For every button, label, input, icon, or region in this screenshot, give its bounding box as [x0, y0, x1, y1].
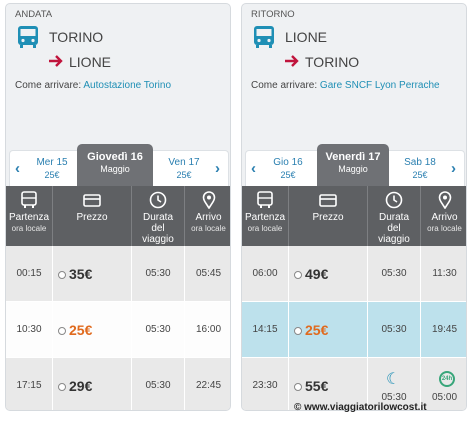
directions-link[interactable]: Autostazione Torino [83, 80, 172, 91]
bus-icon [18, 26, 38, 48]
col-duration: Durata del viaggio [368, 186, 421, 246]
clock-icon [385, 191, 403, 209]
date-selector: ‹ Mer 15 25€ Giovedì 16 Maggio Ven 17 25€ › [6, 144, 230, 186]
col-duration: Durata del viaggio [132, 186, 185, 246]
arrival-time: 19:45 [431, 324, 458, 335]
duration: 05:30 [368, 302, 421, 358]
table-row[interactable]: 17:15 29€ 05:30 22:45 [6, 358, 230, 410]
destination-city: LIONE [69, 54, 112, 70]
date-tab-next[interactable]: Ven 17 25€ [168, 157, 200, 180]
location-pin-icon [202, 191, 215, 209]
bus-icon [254, 26, 274, 48]
radio-button[interactable] [294, 383, 302, 391]
location-pin-icon [438, 191, 451, 209]
arrow-right-icon [285, 55, 299, 67]
moon-icon: ☾ [386, 371, 401, 388]
fare-option[interactable]: 49€ [289, 246, 368, 302]
chevron-left-icon[interactable]: ‹ [251, 160, 256, 177]
table-header: Partenza ora locale Prezzo Durata del viagg… [6, 186, 230, 246]
arrival-time: 24h 05:00 [421, 358, 466, 410]
duration: 05:30 [368, 246, 421, 302]
24h-icon: 24h [439, 371, 455, 387]
departure-time: 23:30 [242, 358, 289, 410]
fare-option[interactable]: 35€ [53, 246, 132, 302]
date-tab-prev[interactable]: Mer 15 25€ [36, 157, 68, 180]
watermark: © www.viaggiatorilowcost.it [294, 402, 427, 413]
fare-option[interactable]: 25€ [289, 302, 368, 358]
date-tab-prev[interactable]: Gio 16 25€ [273, 157, 303, 180]
panel-title: ANDATA [15, 9, 53, 20]
fare-option[interactable]: 25€ [53, 302, 132, 358]
table-row[interactable]: 00:15 35€ 05:30 05:45 [6, 246, 230, 302]
arrival-time: 16:00 [195, 324, 222, 335]
origin-city: LIONE [285, 29, 328, 45]
arrow-right-icon [49, 55, 63, 67]
duration: ☾ 05:30 [368, 358, 421, 410]
col-departure: Partenza ora locale [242, 186, 289, 246]
duration: 05:30 [132, 302, 185, 358]
credit-card-icon [319, 194, 337, 207]
departure-time: 00:15 [6, 246, 53, 302]
radio-button[interactable] [294, 327, 302, 335]
return-panel: RITORNO LIONE TORINO Come arrivare: Gare… [241, 3, 467, 411]
fare-option[interactable]: 55€ [289, 358, 368, 410]
col-price: Prezzo [289, 186, 368, 246]
date-tab-selected[interactable]: Venerdì 17 Maggio [317, 144, 389, 186]
table-row-selected[interactable]: 14:15 25€ 05:30 19:45 [242, 302, 466, 358]
panel-title: RITORNO [251, 9, 295, 20]
col-arrival: Arrivo ora locale [185, 186, 230, 246]
arrival-time: 05:45 [195, 268, 222, 279]
table-row[interactable]: 06:00 49€ 05:30 11:30 [242, 246, 466, 302]
radio-button[interactable] [294, 271, 302, 279]
bus-icon [257, 191, 273, 208]
chevron-right-icon[interactable]: › [451, 160, 456, 177]
clock-icon [149, 191, 167, 209]
radio-button[interactable] [58, 327, 66, 335]
date-tab-selected[interactable]: Giovedì 16 Maggio [77, 144, 153, 186]
departure-time: 14:15 [242, 302, 289, 358]
destination-city: TORINO [305, 54, 360, 70]
duration: 05:30 [132, 358, 185, 410]
departure-time: 17:15 [6, 358, 53, 410]
table-row[interactable]: 10:30 25€ 05:30 16:00 [6, 302, 230, 358]
duration: 05:30 [132, 246, 185, 302]
date-selector: ‹ Gio 16 25€ Venerdì 17 Maggio Sab 18 25€ › [242, 144, 466, 186]
directions: Come arrivare: Gare SNCF Lyon Perrache [251, 80, 440, 91]
radio-button[interactable] [58, 383, 66, 391]
origin-city: TORINO [49, 29, 104, 45]
arrival-time: 22:45 [195, 380, 222, 391]
outbound-panel: ANDATA TORINO LIONE Come arrivare: Autos… [5, 3, 231, 411]
table-header: Partenza ora locale Prezzo Durata del viagg… [242, 186, 466, 246]
bus-icon [21, 191, 37, 208]
chevron-left-icon[interactable]: ‹ [15, 160, 20, 177]
table-row[interactable]: 23:30 55€ ☾ 05:30 24h 05:00 [242, 358, 466, 410]
directions: Come arrivare: Autostazione Torino [15, 80, 172, 91]
fare-option[interactable]: 29€ [53, 358, 132, 410]
credit-card-icon [83, 194, 101, 207]
arrival-time: 11:30 [432, 268, 457, 279]
chevron-right-icon[interactable]: › [215, 160, 220, 177]
col-departure: Partenza ora locale [6, 186, 53, 246]
radio-button[interactable] [58, 271, 66, 279]
col-price: Prezzo [53, 186, 132, 246]
departure-time: 06:00 [242, 246, 289, 302]
date-tab-next[interactable]: Sab 18 25€ [404, 157, 436, 180]
col-arrival: Arrivo ora locale [421, 186, 466, 246]
directions-link[interactable]: Gare SNCF Lyon Perrache [319, 80, 440, 91]
departure-time: 10:30 [6, 302, 53, 358]
